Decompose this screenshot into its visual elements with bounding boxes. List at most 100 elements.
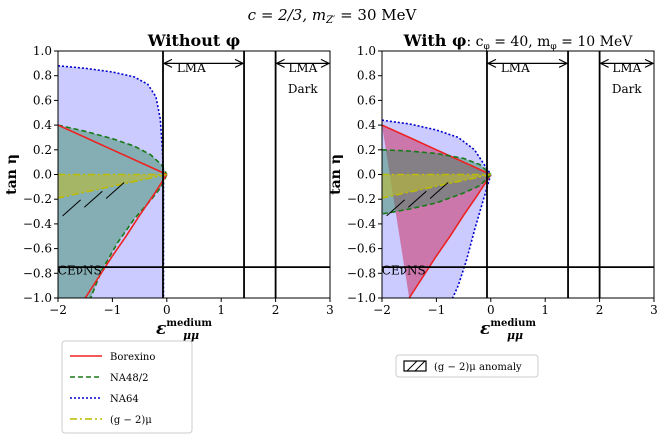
y-tick-label: −0.2 [347,192,376,206]
y-tick-label: −0.8 [347,266,376,280]
y-tick-label: 0.0 [33,168,52,182]
panel-title-bold: With φ [403,31,467,50]
arrow-head-left [275,58,285,68]
y-tick-label: 0.6 [357,93,376,107]
suptitle-subscript: Z′ [325,15,336,26]
panel-title-bold: Without φ [147,31,241,50]
legend-right-frame [395,354,539,378]
panel-title-sub: φ [483,42,489,52]
legend-label: NA64 [110,394,139,405]
region-annotation: CEνNS [58,264,102,278]
x-tick-label: −2 [49,303,67,317]
region-annotation: Dark [288,82,319,96]
arrow-head-left [599,58,609,68]
y-tick-label: 1.0 [33,44,52,58]
boundary-lower-na48-2 [382,173,492,215]
boundary-lower--g-2- [58,173,167,199]
legend-left: Borexino NA48/2 NA64 (g − 2)μ [61,340,193,434]
region-annotation: LMA [177,61,206,75]
y-tick-label: 0.2 [33,143,52,157]
arrow-head-left [162,58,173,68]
panel-title-rest: = 10 MeV [557,34,634,50]
region-annotation: LMA [288,61,317,75]
legend-label: NA48/2 [110,373,148,384]
hatch-mark [386,199,405,217]
x-axis-label: εmedium μμ [480,318,536,342]
x-tick-label: 2 [596,303,604,317]
region-annotation: LMA [612,61,641,75]
y-tick-label: 0.4 [357,118,376,132]
y-axis-label: tan η [328,154,344,195]
boundary-lower-na48-2 [89,174,168,298]
hatch-mark [408,190,427,208]
x-axis-superscript: medium [166,318,212,329]
boundary-upper-borexino [58,124,168,176]
x-tick-label: 0 [487,303,495,317]
y-tick-label: 0.6 [33,93,52,107]
x-axis-symbol: ε [480,319,490,339]
boundary-upper-na64 [382,119,492,175]
boundary-lower-borexino [408,174,492,298]
boundary-upper-na48-2 [58,124,168,175]
region-na48-2 [58,125,167,298]
x-axis-subscript: μμ [183,329,199,342]
y-tick-label: −0.6 [23,242,52,256]
arrow-head-right [558,58,569,68]
boundary-lower-borexino [84,174,168,298]
x-axis-subscript: μμ [507,329,523,342]
hatch-mark [429,182,449,199]
panel-title-sub: φ [550,42,556,52]
y-tick-label: 0.8 [33,69,52,83]
y-tick-label: 1.0 [357,44,376,58]
boundary-lower-na64 [451,174,492,298]
y-tick-label: 0.8 [357,69,376,83]
region-annotation: LMA [501,61,530,75]
panel-without-phi: LMA LMA Dark CEνNS −2 −1 0 1 2 3 1.0 0.8 0.6 0.4 0.2 0.… [4,31,334,342]
arrow-head-right [320,58,331,68]
hatch-mark [62,199,81,217]
x-tick-label: 3 [326,303,334,317]
suptitle-tail: = 30 MeV [335,6,417,24]
y-tick-label: 0.0 [357,168,376,182]
region-annotation: Dark [612,82,643,96]
y-tick-label: 0.4 [33,118,52,132]
panel-title: With φ: cφ = 40, mφ = 10 MeV [403,31,634,52]
x-tick-label: 3 [650,303,658,317]
hatch-mark [105,182,125,199]
x-axis-symbol: ε [156,319,166,339]
boundary-upper-na64 [58,65,165,175]
y-tick-label: 0.2 [357,143,376,157]
region-borexino [382,125,491,298]
region-annotation: CEνNS [382,264,426,278]
arrow-head-left [486,58,497,68]
figure-suptitle: c = 2/3, mZ′ = 30 MeV [248,6,418,26]
x-tick-label: 0 [163,303,171,317]
y-tick-label: −0.4 [23,217,53,231]
panel-title: Without φ [147,31,241,50]
y-tick-label: −1.0 [23,291,52,305]
panel-title-rest: : c [466,34,483,50]
arrow-head-right [644,58,655,68]
x-tick-label: −1 [428,303,446,317]
y-tick-label: −0.6 [347,242,376,256]
hatch-mark [84,190,103,208]
legend-left-frame [61,340,193,434]
panel-title-rest: = 40, m [490,34,551,50]
plot-area [382,119,492,298]
x-tick-label: −2 [373,303,391,317]
boundary-lower--g-2- [382,173,491,199]
legend-hatch-line [406,360,418,372]
x-tick-label: −1 [104,303,122,317]
legend-right-label: (g − 2)μ anomaly [434,362,522,373]
y-axis-label: tan η [4,154,20,195]
y-tick-label: −0.8 [23,266,52,280]
legend-label: Borexino [110,352,155,363]
x-tick-label: 1 [541,303,549,317]
legend-right: (g − 2)μ anomaly [395,354,539,378]
legend-hatch-line [414,360,426,372]
suptitle-main: c = 2/3, m [248,6,326,24]
arrow-head-right [234,58,245,68]
x-axis-superscript: medium [490,318,536,329]
y-tick-label: −0.2 [23,192,52,206]
